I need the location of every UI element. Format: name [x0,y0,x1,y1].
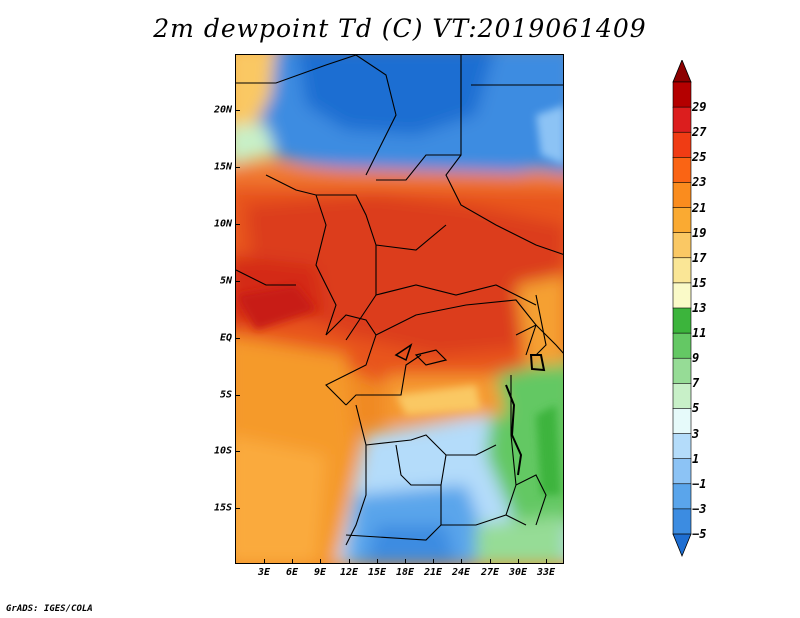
lat-label-10s: 10S [213,445,232,457]
dewpoint-map [235,54,564,564]
colorbar-segment [672,157,692,184]
colorbar-label: 29 [692,100,707,115]
lat-tick [235,167,240,168]
lon-tick [377,559,378,564]
lon-tick [264,559,265,564]
lon-label-18e: 18E [395,567,415,578]
colorbar-segment [672,81,692,108]
dewpoint-field [236,55,563,563]
colorbar-label: 25 [692,150,707,165]
lat-tick [235,451,240,452]
lat-tick [235,224,240,225]
colorbar-label: −5 [692,527,707,541]
colorbar-segment [672,332,692,359]
lat-label-5s: 5S [219,389,232,401]
colorbar-segment [672,408,692,435]
colorbar-segment [672,433,692,460]
colorbar-segment [672,232,692,259]
lon-label-21e: 21E [423,567,443,578]
lat-tick [235,110,240,111]
colorbar-segment [672,106,692,133]
colorbar-label: 1 [692,451,700,466]
lon-label-3e: 3E [257,567,271,578]
chart-title: 2m dewpoint Td (C) VT:2019061409 [153,14,647,43]
colorbar-label: 27 [692,125,707,140]
colorbar-segment [672,282,692,309]
lon-tick [405,559,406,564]
lon-tick [518,559,519,564]
lat-label-5n: 5N [219,275,232,287]
colorbar-label: 11 [692,326,707,341]
lat-label-15n: 15N [213,161,232,173]
colorbar-segment [672,207,692,234]
lon-tick [461,559,462,564]
lat-label-eq: EQ [219,332,232,344]
colorbar-label: −1 [692,476,707,491]
colorbar-label: 23 [692,175,707,190]
colorbar-label: 3 [692,426,700,441]
lon-tick [292,559,293,564]
lon-tick [490,559,491,564]
colorbar-segment [672,383,692,410]
lon-label-15e: 15E [367,567,387,578]
lat-tick [235,395,240,396]
colorbar-label: 13 [692,301,707,315]
lat-tick [235,338,240,339]
lon-label-24e: 24E [451,567,471,578]
lon-tick [546,559,547,564]
lon-label-30e: 30E [508,567,528,578]
colorbar-label: 17 [692,250,707,265]
lat-tick [235,281,240,282]
lon-tick [320,559,321,564]
colorbar-top-arrow [672,60,692,83]
colorbar-label: 21 [692,200,707,215]
lat-label-10n: 10N [213,218,232,230]
colorbar-label: 5 [692,401,700,416]
lon-label-12e: 12E [339,567,359,578]
colorbar-segment [672,307,692,334]
lat-label-15s: 15S [213,502,232,514]
lat-tick [235,508,240,509]
colorbar-segment [672,458,692,485]
colorbar-segment [672,131,692,158]
colorbar-segment [672,483,692,510]
lon-tick [433,559,434,564]
colorbar-label: 9 [692,351,700,366]
colorbar-segment [672,357,692,384]
colorbar-bottom-arrow [672,533,692,558]
colorbar-label: −3 [692,501,707,516]
colorbar-label: 15 [692,275,707,290]
colorbar-label: 19 [692,225,707,240]
lon-label-9e: 9E [313,567,327,578]
grads-credit: GrADS: IGES/COLA [6,604,93,614]
colorbar-label: 7 [692,376,700,391]
lon-tick [349,559,350,564]
colorbar-segment [672,508,692,535]
lat-label-20n: 20N [213,104,232,116]
lon-label-6e: 6E [285,567,299,578]
lon-label-27e: 27E [480,567,500,578]
colorbar-segment [672,257,692,284]
lon-label-33e: 33E [536,567,556,578]
colorbar-segment [672,182,692,209]
colorbar [672,60,692,558]
